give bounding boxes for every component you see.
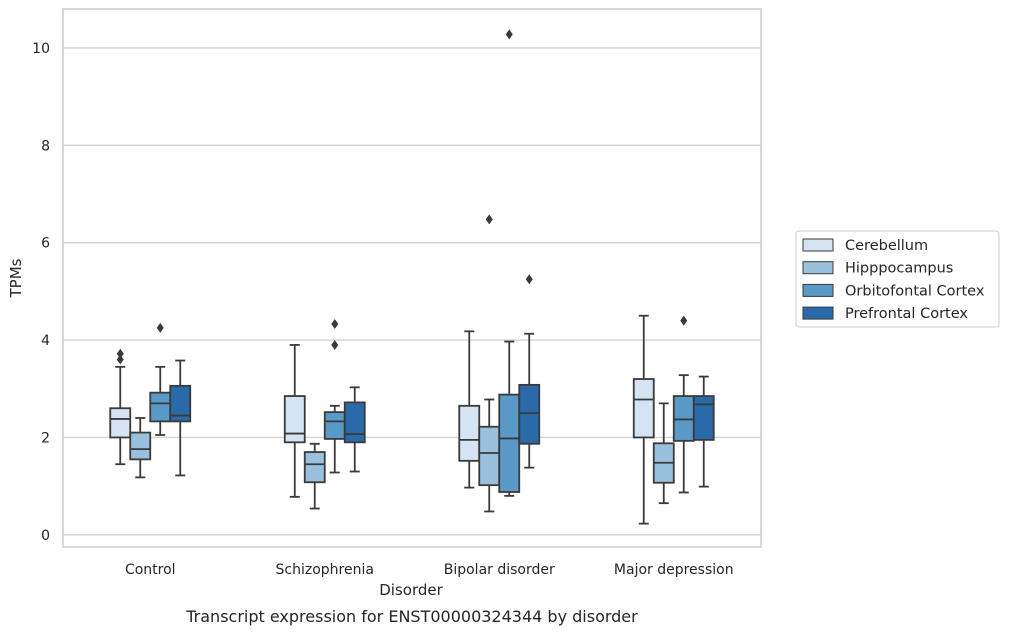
legend-label: Hipppocampus	[845, 261, 953, 277]
plot-frame	[62, 8, 762, 548]
x-axis-label: Disorder	[379, 581, 443, 599]
box-iqr	[323, 411, 346, 440]
y-tick-label: 10	[32, 41, 50, 57]
legend-swatch	[802, 283, 834, 297]
box-iqr	[283, 395, 306, 444]
x-tick-label: Schizophrenia	[276, 562, 374, 578]
legend-label: Orbitofontal Cortex	[845, 283, 985, 299]
legend-label: Prefrontal Cortex	[845, 306, 968, 322]
box-iqr	[458, 404, 481, 462]
box-iqr	[672, 395, 695, 442]
y-axis-label: TPMs	[7, 258, 25, 298]
legend-item: Cerebellum	[802, 238, 928, 254]
legend-item: Hipppocampus	[802, 261, 953, 277]
y-tick-label: 4	[41, 333, 50, 349]
outlier-point	[525, 274, 533, 285]
box-plot	[478, 214, 501, 513]
box-iqr	[303, 451, 326, 484]
legend-frame	[795, 230, 1000, 328]
box-plot	[283, 344, 306, 498]
box-plot	[129, 417, 152, 479]
box-plots	[109, 29, 715, 525]
box-iqr	[169, 384, 192, 423]
box-iqr	[478, 425, 501, 487]
outlier-point	[505, 29, 513, 40]
legend-swatch	[802, 306, 834, 320]
box-plot	[632, 314, 655, 525]
y-tick-label: 8	[41, 138, 50, 154]
box-plot	[652, 402, 675, 505]
outlier-point	[116, 354, 124, 365]
legend-item: Orbitofontal Cortex	[802, 283, 985, 299]
outlier-point	[116, 348, 124, 359]
box-iqr	[518, 383, 541, 445]
box-iqr	[692, 395, 715, 441]
x-tick-label: Major depression	[614, 562, 734, 578]
box-plot	[303, 442, 326, 510]
box-iqr	[149, 391, 172, 423]
box-plot	[323, 319, 346, 474]
x-tick-label: Bipolar disorder	[444, 562, 555, 578]
legend-swatch	[802, 238, 834, 252]
outlier-point	[680, 315, 688, 326]
box-plot	[343, 386, 366, 473]
legend[interactable]: Cerebellum Hipppocampus Orbitofontal Corte…	[795, 230, 1000, 328]
legend-item: Prefrontal Cortex	[802, 306, 968, 322]
box-plot	[169, 359, 192, 477]
gridlines	[63, 47, 761, 536]
box-iqr	[632, 378, 655, 439]
outlier-point	[331, 319, 339, 330]
outlier-point	[156, 322, 164, 333]
outlier-point	[485, 214, 493, 225]
box-iqr	[498, 393, 521, 493]
box-plot	[672, 315, 695, 494]
legend-label: Cerebellum	[845, 238, 928, 254]
y-tick-label: 6	[41, 236, 50, 252]
y-tick-labels: 0 2 4 6 8 10	[32, 41, 50, 544]
box-iqr	[343, 401, 366, 444]
legend-swatch	[802, 261, 834, 275]
box-plot	[518, 274, 541, 469]
box-plot	[498, 29, 521, 497]
box-plot	[109, 348, 132, 466]
box-plot	[692, 375, 715, 488]
x-tick-labels: Control Schizophrenia Bipolar disorder Majo…	[125, 562, 734, 578]
figure-caption: Transcript expression for ENST0000032434…	[185, 607, 638, 626]
y-tick-label: 2	[41, 430, 50, 446]
box-plot	[458, 330, 481, 489]
box-iqr	[109, 407, 132, 439]
box-iqr	[129, 431, 152, 461]
y-tick-label: 0	[41, 528, 50, 544]
x-tick-label: Control	[125, 562, 176, 578]
outlier-point	[331, 339, 339, 350]
